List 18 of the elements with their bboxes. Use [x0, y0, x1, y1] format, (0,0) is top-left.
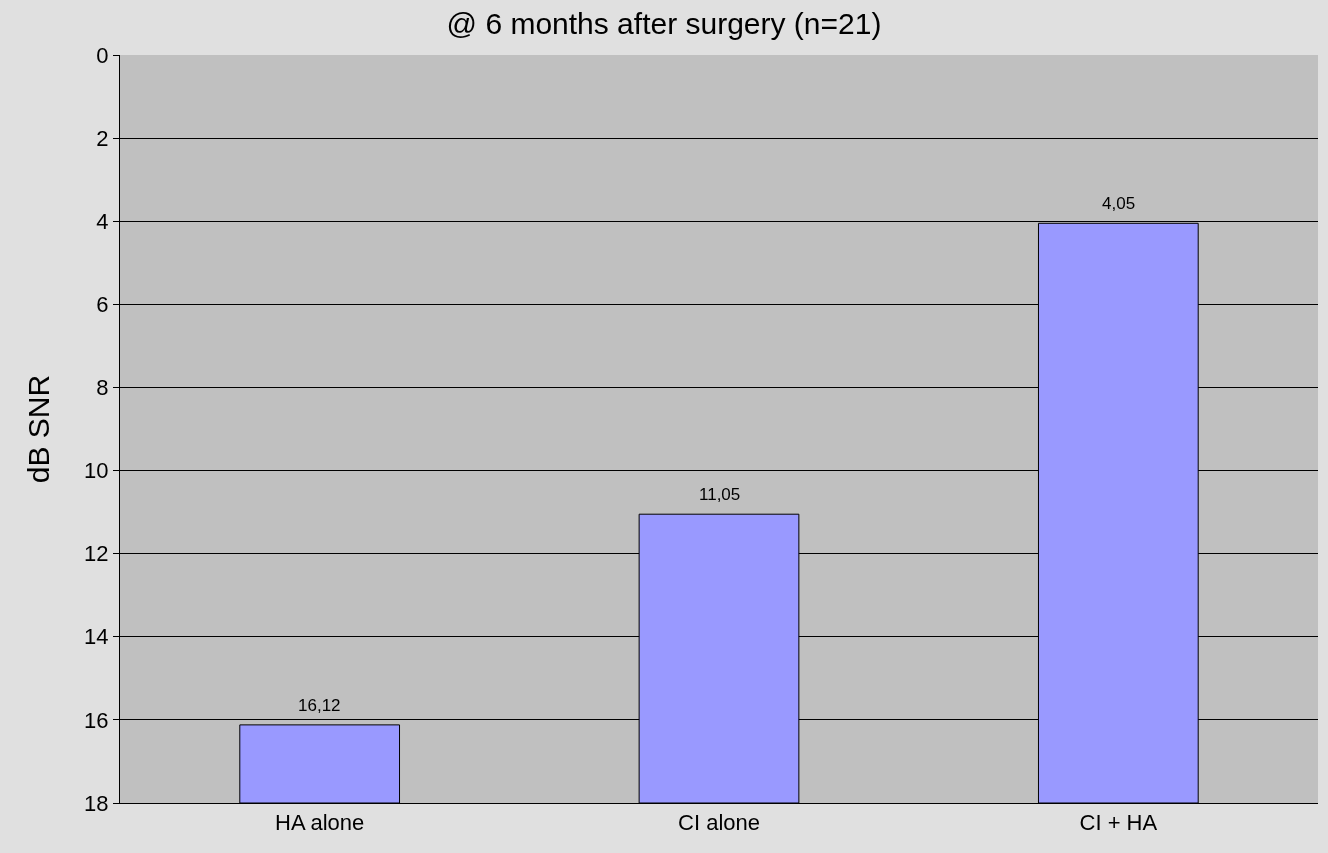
- y-axis-title: dB SNR: [22, 374, 56, 484]
- data-label: 16,12: [298, 696, 341, 715]
- x-tick-label: CI + HA: [1079, 810, 1158, 836]
- x-tick-label: HA alone: [275, 810, 365, 836]
- data-label: 11,05: [699, 485, 741, 504]
- y-tick-label: 4: [96, 208, 109, 234]
- y-tick-label: 6: [96, 292, 109, 318]
- data-label: 4,05: [1102, 194, 1136, 213]
- y-tick-label: 0: [96, 42, 109, 68]
- y-tick-label: 14: [84, 624, 109, 650]
- x-tick-label: CI alone: [678, 810, 760, 836]
- y-tick-label: 10: [84, 458, 109, 484]
- y-tick-label: 18: [84, 790, 109, 816]
- y-tick-label: 12: [84, 541, 109, 567]
- chart-title: @ 6 months after surgery (n=21): [446, 6, 882, 40]
- y-tick-label: 8: [96, 375, 109, 401]
- y-tick-label: 16: [84, 707, 109, 733]
- y-tick-label: 2: [96, 125, 109, 151]
